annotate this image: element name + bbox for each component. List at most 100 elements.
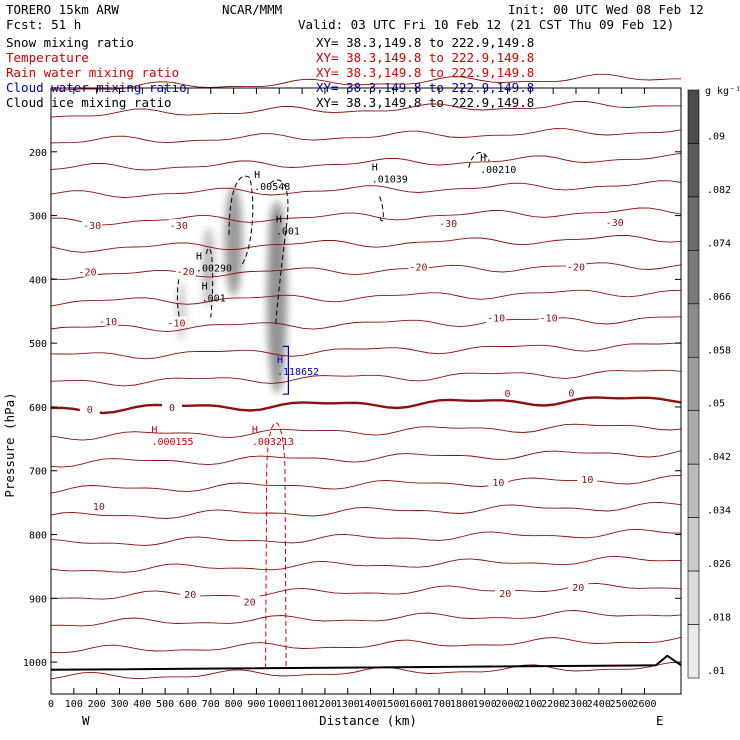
cloud-water-contour — [282, 345, 289, 395]
colorbar-swatch — [687, 303, 700, 358]
colorbar-label: .09 — [707, 131, 725, 142]
isotherm-label: -20 — [177, 267, 195, 278]
x-tick-label: 600 — [179, 699, 197, 710]
colorbar-swatch — [687, 196, 700, 251]
colorbar-label: .018 — [707, 613, 731, 624]
legend-xy: XY= 38.3,149.8 to 222.9,149.8 — [316, 65, 534, 80]
temperature-labels: -30 -30 -30 -30 -20 -20 -20 -20 -10 -10 -10 -10 0 0 0 0… — [77, 215, 625, 609]
extremum-value: .000155 — [151, 437, 193, 448]
y-tick-label: 200 — [29, 148, 47, 159]
snow-contour — [468, 152, 490, 168]
x-tick-label: 900 — [247, 699, 265, 710]
isotherm-label: -30 — [83, 221, 101, 232]
x-tick-label: 1100 — [290, 699, 314, 710]
legend-name: Rain water mixing ratio — [6, 65, 179, 80]
isotherm-line — [50, 207, 682, 226]
colorbar-swatch — [687, 570, 700, 625]
isotherm-label-bg — [604, 215, 625, 227]
isotherm-label-bg — [408, 260, 429, 272]
isotherm-label: -20 — [78, 268, 96, 279]
isotherm-label: 10 — [581, 475, 593, 486]
isotherm-label: 0 — [169, 403, 175, 414]
org-label: NCAR/MMM — [222, 2, 282, 17]
x-tick-label: 2300 — [564, 699, 588, 710]
west-label: W — [82, 713, 90, 728]
snow-contour — [269, 179, 289, 325]
isotherm-label-bg — [180, 587, 201, 599]
isotherm-label: -30 — [606, 218, 624, 229]
colorbar-swatch — [687, 624, 700, 679]
x-tick-label: 2100 — [518, 699, 542, 710]
x-tick-label: 1500 — [381, 699, 405, 710]
isotherm-label-bg — [488, 476, 509, 488]
x-tick-label: 2000 — [495, 699, 519, 710]
extremum-value: .00548 — [254, 182, 290, 193]
y-tick-label: 900 — [29, 594, 47, 605]
isotherm-label: 20 — [184, 590, 196, 601]
colorbar-label: .074 — [707, 238, 731, 249]
y-axis-label: Pressure (hPa) — [2, 392, 17, 497]
isotherm-line — [50, 555, 682, 573]
x-tick-label: 1000 — [267, 699, 291, 710]
x-tick-label: 400 — [133, 699, 151, 710]
east-label: E — [656, 713, 664, 728]
extremum-h: H — [196, 252, 202, 263]
isotherm-label: -20 — [409, 263, 427, 274]
isotherm-label: -30 — [439, 219, 457, 230]
x-tick-label: 1600 — [404, 699, 428, 710]
isotherm-label-bg — [577, 473, 598, 485]
extremum-h: H — [480, 153, 486, 164]
isotherm-label-bg — [175, 265, 196, 277]
extremum-h: H — [372, 162, 378, 173]
model-title: TORERO 15km ARW — [6, 2, 119, 17]
temperature-isotherms — [50, 73, 682, 680]
legend-xy: XY= 38.3,149.8 to 222.9,149.8 — [316, 50, 534, 65]
isotherm-label-bg — [77, 265, 98, 277]
isotherm-label: -10 — [540, 314, 558, 325]
extremum-value: .001 — [202, 294, 226, 305]
isotherm-label: -10 — [99, 317, 117, 328]
isotherm-line — [50, 100, 682, 118]
legend-name: Cloud ice mixing ratio — [6, 95, 172, 110]
shade-cell — [224, 186, 243, 297]
isotherm-label-bg — [486, 311, 507, 323]
snow-contour — [205, 247, 214, 318]
y-tick-label: 1000 — [23, 658, 47, 669]
x-tick-label: 0 — [48, 699, 54, 710]
x-axis-label: Distance (km) — [319, 713, 417, 728]
y-tick-label: 400 — [29, 275, 47, 286]
colorbar-swatch — [687, 410, 700, 465]
isotherm-label-bg — [566, 260, 586, 272]
colorbar-label: .026 — [707, 559, 731, 570]
isotherm-label: 10 — [93, 502, 105, 513]
x-tick-label: 500 — [156, 699, 174, 710]
isotherm-label-bg — [98, 314, 119, 326]
isotherm-line — [50, 234, 682, 253]
colorbar: .09 .082 .074 .066 .058 .05 .042 .034 .026 .018 .0… — [687, 89, 731, 679]
extremum-h: H — [252, 425, 258, 436]
legend-xy: XY= 38.3,149.8 to 222.9,149.8 — [316, 35, 534, 50]
isotherm-label-bg — [161, 400, 182, 412]
x-tick-label: 200 — [88, 699, 106, 710]
y-tick-label: 700 — [29, 467, 47, 478]
extremum-h: H — [151, 425, 157, 436]
extremum-h: H — [277, 355, 283, 366]
isotherm-label: 0 — [87, 405, 93, 416]
snow-contour — [379, 196, 384, 222]
forecast-hour: Fcst: 51 h — [6, 17, 81, 32]
isotherm-line — [50, 180, 682, 198]
x-tick-label: 800 — [225, 699, 243, 710]
isotherm-label: 0 — [568, 388, 574, 399]
colorbar-label: .034 — [707, 506, 731, 517]
colorbar-swatch — [687, 356, 700, 412]
legend-xy: XY= 38.3,149.8 to 222.9,149.8 — [316, 95, 534, 110]
x-tick-label: 2400 — [587, 699, 611, 710]
colorbar-label: .042 — [707, 452, 731, 463]
isotherm-line — [50, 661, 682, 680]
isotherm-line — [50, 262, 682, 281]
legend: Snow mixing ratio XY= 38.3,149.8 to 222.9… — [6, 35, 534, 110]
x-tick-label: 300 — [110, 699, 128, 710]
plot-area: -30 -30 -30 -30 -20 -20 -20 -20 -10 -10 -10 -10 0 0 0 0… — [23, 73, 682, 710]
extremum-h: H — [202, 282, 208, 293]
colorbar-label: .05 — [707, 399, 725, 410]
